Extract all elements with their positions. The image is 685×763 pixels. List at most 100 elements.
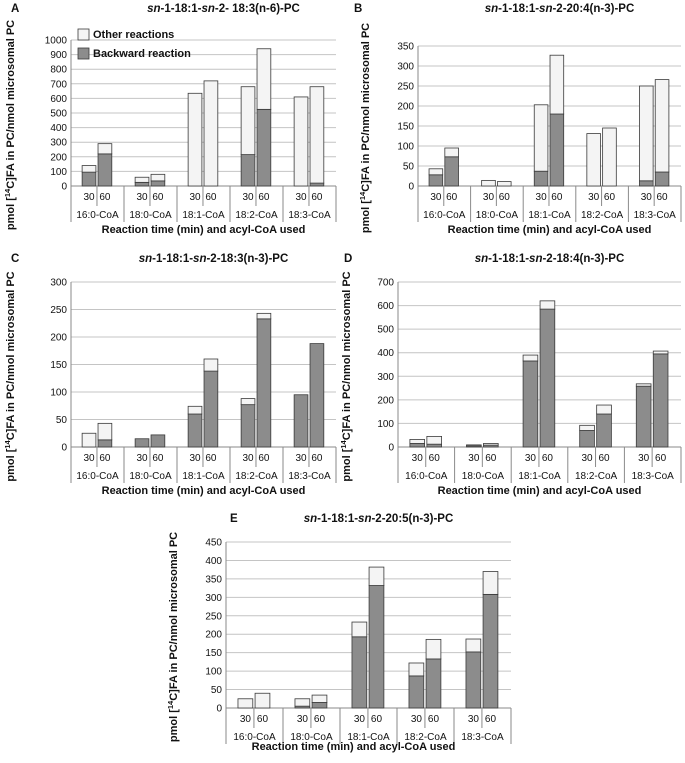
legend-swatch-other — [77, 28, 90, 41]
group-label: 18:0-CoA — [129, 471, 172, 482]
bar-backward — [240, 154, 256, 187]
y-tick-label: 600 — [50, 94, 67, 105]
bar-backward — [97, 439, 113, 448]
bar-other — [497, 181, 512, 187]
y-tick-label: 500 — [377, 325, 394, 336]
panel-letter: A — [11, 3, 19, 15]
y-tick-label: 350 — [205, 574, 222, 585]
y-tick-label: 0 — [216, 704, 222, 715]
bar-other — [444, 147, 459, 158]
bar-backward — [150, 434, 166, 448]
bar-backward — [425, 658, 442, 709]
group-label: 18:2-CoA — [235, 471, 278, 482]
panel-title: sn-1-18:1-sn-2-20:4(n-3)-PC — [485, 3, 635, 15]
group-label: 18:0-CoA — [290, 732, 333, 743]
group-label: 18:2-CoA — [404, 732, 447, 743]
x-tick-label: 60 — [657, 192, 669, 203]
group-label: 16:0-CoA — [405, 471, 448, 482]
bar-backward — [409, 443, 426, 448]
bar-other — [97, 143, 113, 155]
bar-backward — [311, 702, 328, 709]
bar-backward — [596, 413, 612, 448]
y-tick-label: 350 — [397, 42, 414, 53]
y-tick-label: 250 — [397, 82, 414, 93]
y-tick-label: 0 — [408, 182, 414, 193]
group-label: 18:1-CoA — [518, 471, 561, 482]
group-label: 18:1-CoA — [528, 210, 571, 221]
bar-other — [351, 621, 368, 638]
bar-other — [549, 54, 565, 115]
bar-other — [240, 86, 256, 156]
y-tick-label: 400 — [205, 556, 222, 567]
group-label: 18:3-CoA — [632, 471, 675, 482]
x-tick-label: 60 — [655, 453, 667, 464]
y-tick-label: 100 — [397, 142, 414, 153]
bar-backward — [203, 370, 219, 448]
y-tick-label: 200 — [50, 152, 67, 163]
x-tick-label: 60 — [551, 192, 563, 203]
bar-other — [187, 92, 203, 187]
x-axis-label: Reaction time (min) and acyl-CoA used — [102, 224, 306, 236]
x-tick-label: 60 — [446, 192, 458, 203]
bar-other — [81, 432, 97, 448]
x-axis-label: Reaction time (min) and acyl-CoA used — [252, 741, 456, 753]
x-tick-label: 30 — [242, 453, 254, 464]
bar-backward — [134, 438, 150, 448]
bar-backward — [408, 675, 425, 709]
x-tick-label: 30 — [295, 453, 307, 464]
panel-title: sn-1-18:1-sn-2-20:5(n-3)-PC — [304, 513, 454, 525]
panel-letter: C — [11, 253, 19, 265]
panel-title: sn-1-18:1-sn-2- 18:3(n-6)-PC — [147, 3, 300, 15]
bar-backward — [134, 181, 150, 187]
group-label: 18:0-CoA — [462, 471, 505, 482]
bar-backward — [654, 171, 670, 187]
bar-backward — [635, 385, 652, 448]
y-tick-label: 700 — [377, 278, 394, 289]
bar-other — [586, 133, 601, 187]
bar-other — [256, 312, 272, 320]
x-tick-label: 30 — [588, 192, 600, 203]
bar-other — [81, 165, 97, 173]
bar-other — [428, 168, 444, 176]
x-tick-label: 60 — [311, 192, 323, 203]
y-tick-label: 200 — [377, 395, 394, 406]
bar-other — [635, 383, 652, 387]
x-tick-label: 30 — [483, 192, 495, 203]
x-tick-label: 30 — [581, 453, 593, 464]
y-tick-label: 200 — [205, 630, 222, 641]
bar-other — [426, 435, 442, 445]
bar-backward — [81, 171, 97, 187]
x-tick-label: 60 — [99, 192, 111, 203]
x-tick-label: 30 — [536, 192, 548, 203]
bar-other — [187, 405, 203, 415]
group-label: 18:2-CoA — [581, 210, 624, 221]
bar-other — [654, 79, 670, 173]
bar-backward — [150, 180, 166, 187]
x-tick-label: 60 — [499, 192, 511, 203]
bar-other — [97, 422, 113, 441]
x-tick-label: 60 — [257, 714, 269, 725]
bar-other — [311, 694, 328, 703]
x-tick-label: 60 — [542, 453, 554, 464]
group-label: 18:3-CoA — [288, 471, 331, 482]
y-tick-label: 50 — [211, 685, 223, 696]
bar-backward — [482, 593, 499, 709]
bar-other — [134, 176, 150, 183]
x-tick-label: 30 — [525, 453, 537, 464]
chart-panel-E: 0 50 100 150 200 250 300 350 400 450 30 60 16:0-CoA 3… — [166, 513, 512, 753]
panel-letter: E — [230, 513, 238, 525]
group-label: 18:1-CoA — [182, 471, 225, 482]
y-tick-label: 400 — [377, 348, 394, 359]
x-tick-label: 60 — [485, 714, 497, 725]
x-tick-label: 30 — [412, 453, 424, 464]
y-axis-label: pmol [14C]FA in PC/nmol microsomal PC — [166, 532, 180, 742]
y-tick-label: 300 — [50, 278, 67, 289]
bar-backward — [309, 343, 325, 448]
bar-backward — [351, 636, 368, 709]
bar-backward — [549, 113, 565, 187]
panel-letter: D — [344, 253, 352, 265]
y-tick-label: 250 — [205, 611, 222, 622]
x-tick-label: 60 — [99, 453, 111, 464]
legend-swatch-backward — [77, 47, 90, 60]
x-tick-label: 60 — [598, 453, 610, 464]
